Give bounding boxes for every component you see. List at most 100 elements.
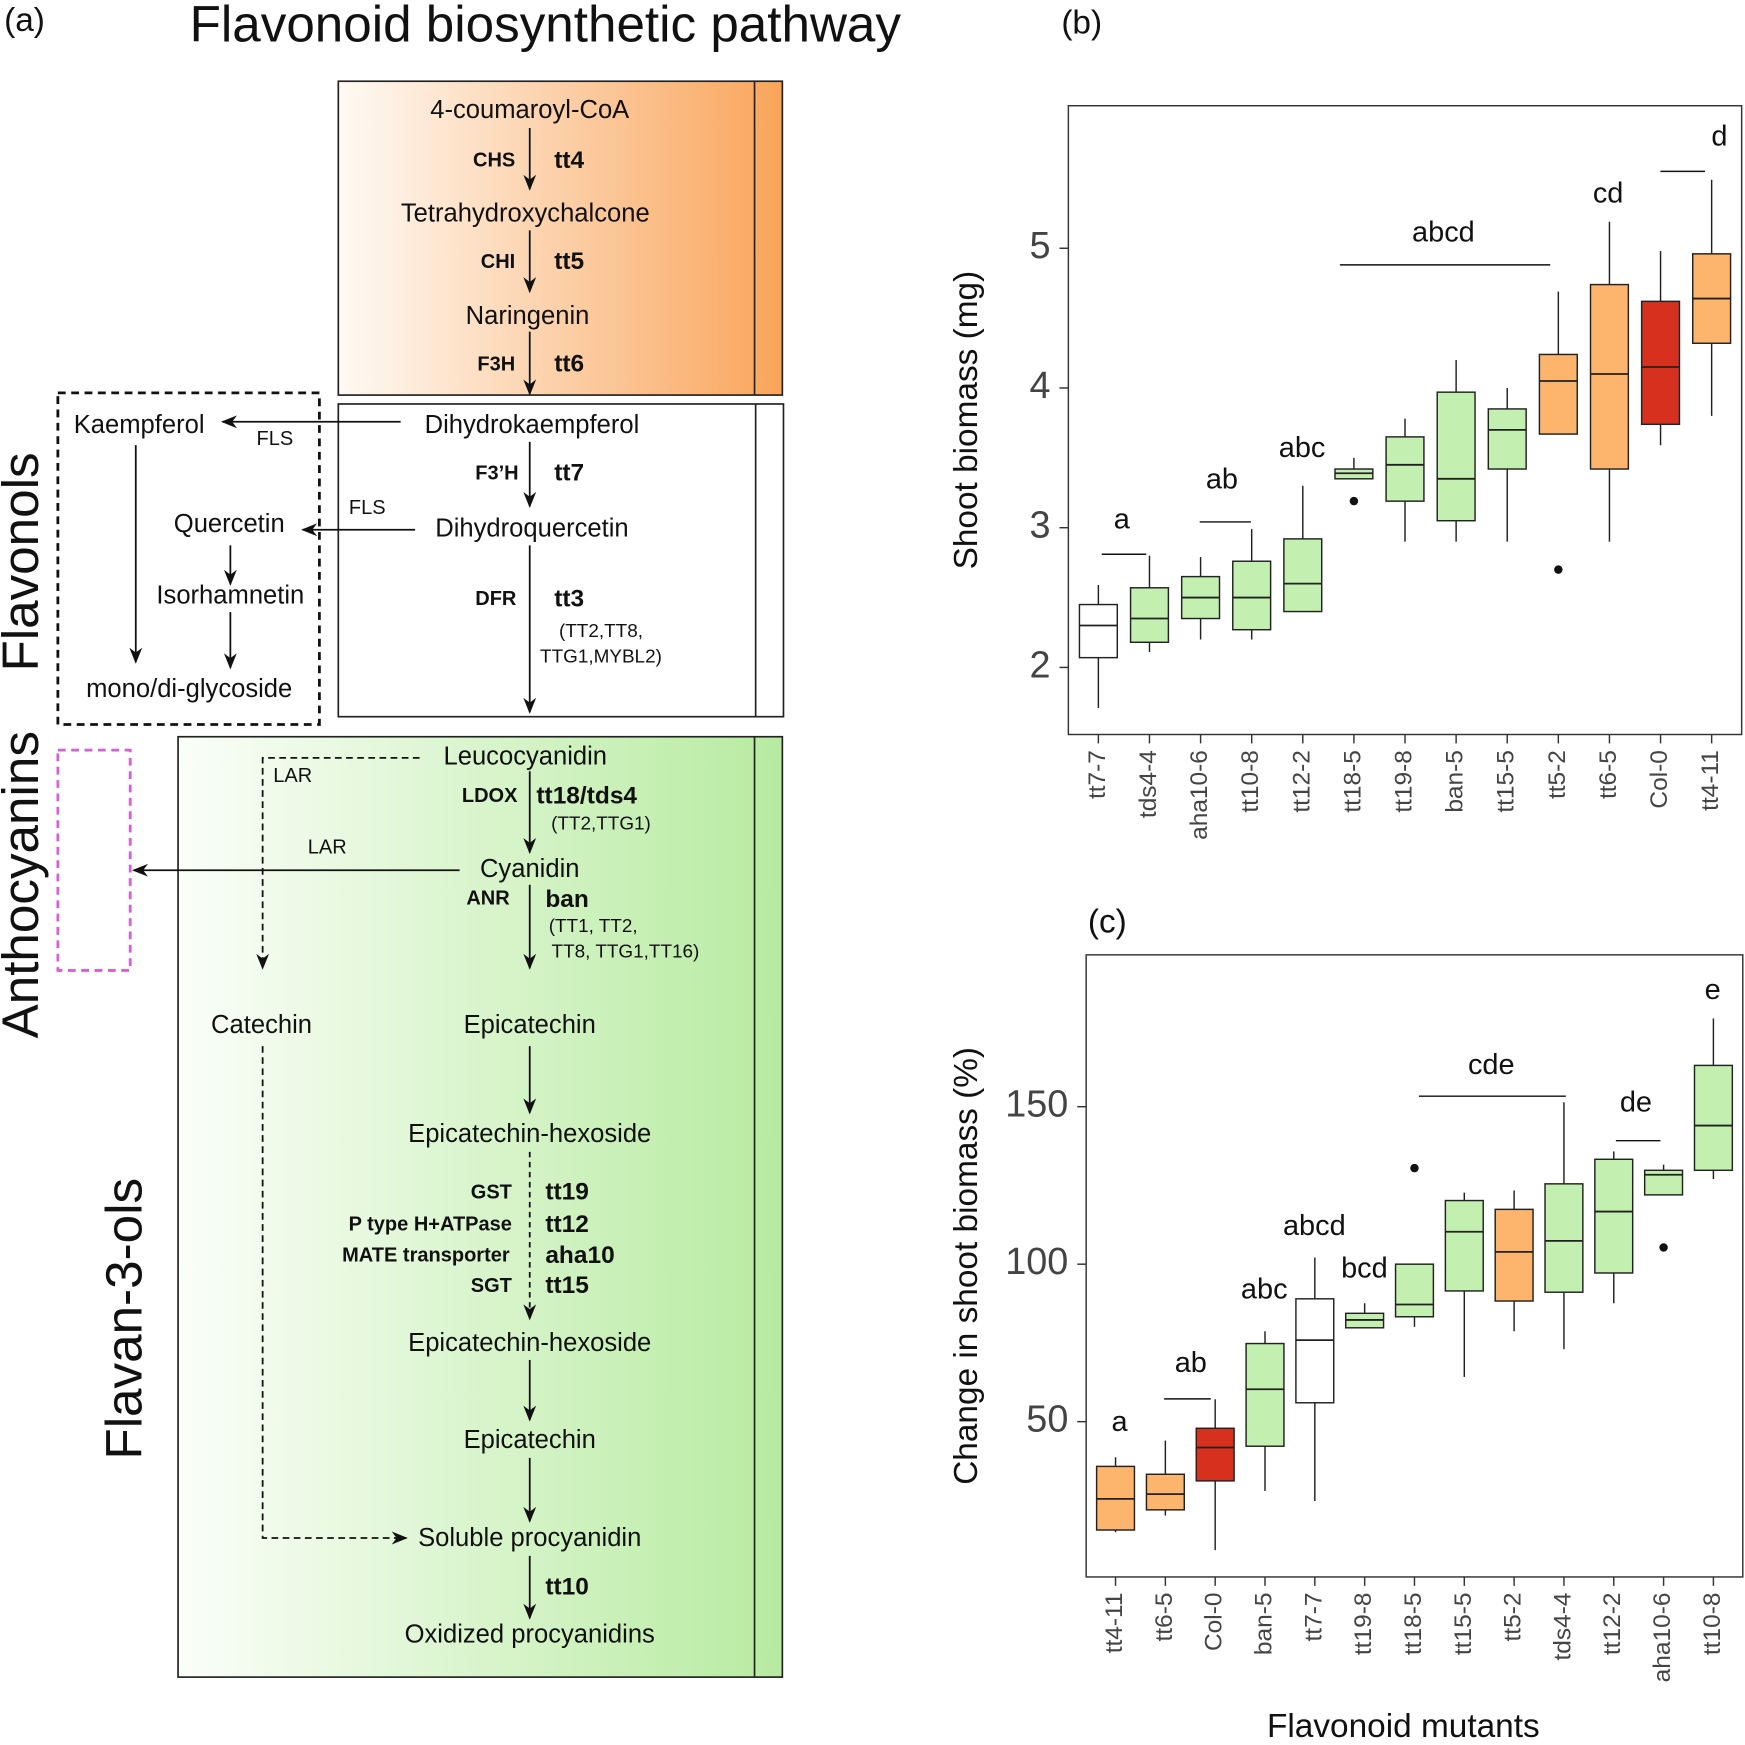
x-tick-label: tt4-11: [1101, 1593, 1128, 1654]
x-tick-label: tt6-5: [1151, 1593, 1178, 1642]
significance-letter: abcd: [1412, 216, 1475, 248]
box: [1245, 1342, 1285, 1447]
compound: Catechin: [211, 1011, 312, 1039]
significance-letter: a: [1112, 1406, 1129, 1438]
box: [1195, 1427, 1235, 1482]
x-tick-label: tds4-4: [1549, 1593, 1576, 1661]
dashed-box: [56, 748, 132, 972]
x-tick-label: ban-5: [1442, 750, 1469, 813]
gene: tt19: [545, 1178, 589, 1205]
regulators: TT8, TTG1,TT16): [552, 942, 700, 963]
compound: mono/di-glycoside: [86, 675, 292, 703]
regulators: (TT2,TTG1): [551, 814, 651, 835]
enzyme: SGT: [471, 1275, 513, 1297]
compound: Isorhamnetin: [156, 581, 304, 609]
compound: Dihydrokaempferol: [425, 411, 640, 439]
compound: Oxidized procyanidins: [405, 1621, 655, 1649]
enzyme: LDOX: [462, 785, 518, 807]
compound: Epicatechin: [464, 1426, 596, 1454]
gene: tt10: [545, 1574, 589, 1601]
outlier: [1349, 496, 1359, 506]
box: [1538, 353, 1578, 435]
side-enzyme: LAR: [273, 765, 312, 787]
panel-label: (a): [4, 2, 45, 39]
box: [337, 80, 784, 396]
enzyme: DFR: [475, 588, 517, 610]
diagram-title: Flavonoid biosynthetic pathway: [190, 0, 902, 52]
box: [1295, 1298, 1335, 1404]
significance-letter: e: [1705, 974, 1721, 1006]
x-tick-label: tt19-8: [1390, 750, 1417, 813]
y-tick-label: 150: [1005, 1084, 1068, 1126]
enzyme: P type H+ATPase: [349, 1214, 512, 1236]
arrows: [129, 127, 537, 1620]
significance-letter: abcd: [1283, 1210, 1346, 1242]
x-tick-label: aha10-6: [1186, 750, 1213, 840]
enzyme: GST: [471, 1181, 513, 1203]
y-tick-label: 5: [1030, 225, 1051, 267]
section-label: Anthocyanins: [0, 731, 49, 1038]
x-tick-label: tt10-8: [1237, 750, 1264, 813]
y-tick-label: 3: [1030, 505, 1051, 547]
y-axis-title: Shoot biomass (mg): [948, 271, 985, 570]
enzyme: ANR: [466, 888, 510, 910]
box: [1078, 603, 1119, 659]
gene: tt7: [554, 460, 584, 487]
x-tick-label: tt12-2: [1599, 1593, 1626, 1656]
box: [337, 403, 785, 718]
compound: Quercetin: [174, 510, 285, 538]
gene: tt18/tds4: [536, 782, 637, 809]
x-tick-label: tt15-5: [1450, 1593, 1477, 1656]
x-tick-label: tt18-5: [1400, 1593, 1427, 1656]
box: [1494, 1208, 1534, 1302]
significance-letter: bcd: [1341, 1252, 1388, 1284]
x-tick-label: tt5-2: [1544, 750, 1571, 799]
significance-letter: de: [1620, 1087, 1652, 1119]
x-tick-label: aha10-6: [1649, 1593, 1676, 1683]
dashed-box: [56, 391, 321, 726]
compound: Naringenin: [466, 302, 590, 330]
compound: Dihydroquercetin: [435, 514, 628, 542]
box: [1544, 1183, 1584, 1293]
boxplot-chart: (c) Change in shoot biomass (%) Flavonoid …: [948, 904, 1744, 1745]
x-axis-title: Flavonoid mutants: [1267, 1708, 1540, 1745]
box: [1589, 283, 1630, 470]
box: [1640, 300, 1681, 426]
compound: Cyanidin: [480, 855, 580, 883]
regulators: TTG1,MYBL2): [540, 647, 662, 668]
gene: tt3: [554, 585, 584, 612]
regulators: (TT2,TT8,: [559, 621, 643, 642]
panel-label: (c): [1088, 904, 1127, 941]
gene: ban: [545, 886, 589, 913]
y-tick-label: 2: [1030, 644, 1051, 686]
x-tick-label: tt5-2: [1500, 1593, 1527, 1642]
box: [1129, 587, 1170, 644]
significance-letter: abc: [1241, 1274, 1288, 1306]
x-tick-label: tt15-5: [1493, 750, 1520, 813]
significance-letter: abc: [1279, 432, 1326, 464]
gene: tt12: [545, 1211, 589, 1238]
box: [1693, 1064, 1734, 1172]
box: [1444, 1199, 1484, 1292]
x-tick-label: tt7-7: [1300, 1593, 1327, 1642]
gene: tt5: [554, 248, 584, 275]
x-tick-label: ban-5: [1250, 1593, 1277, 1656]
enzyme: CHS: [473, 150, 515, 172]
compound: Soluble procyanidin: [418, 1524, 641, 1552]
significance-letter: cde: [1468, 1049, 1515, 1081]
y-tick-label: 50: [1026, 1399, 1068, 1441]
gene: tt15: [545, 1272, 589, 1299]
outlier: [1410, 1163, 1419, 1173]
enzyme: CHI: [481, 251, 515, 273]
section-label: Flavonols: [0, 452, 49, 671]
significance-letter: d: [1711, 121, 1727, 153]
y-tick-label: 4: [1030, 365, 1051, 407]
gene: tt4: [554, 147, 584, 174]
box: [1594, 1158, 1634, 1274]
box: [1145, 1473, 1186, 1511]
significance-letter: ab: [1206, 463, 1238, 495]
x-tick-label: tt18-5: [1339, 750, 1366, 813]
x-tick-label: tds4-4: [1135, 750, 1162, 818]
x-tick-label: Col-0: [1646, 750, 1673, 808]
significance-letter: cd: [1593, 177, 1624, 209]
